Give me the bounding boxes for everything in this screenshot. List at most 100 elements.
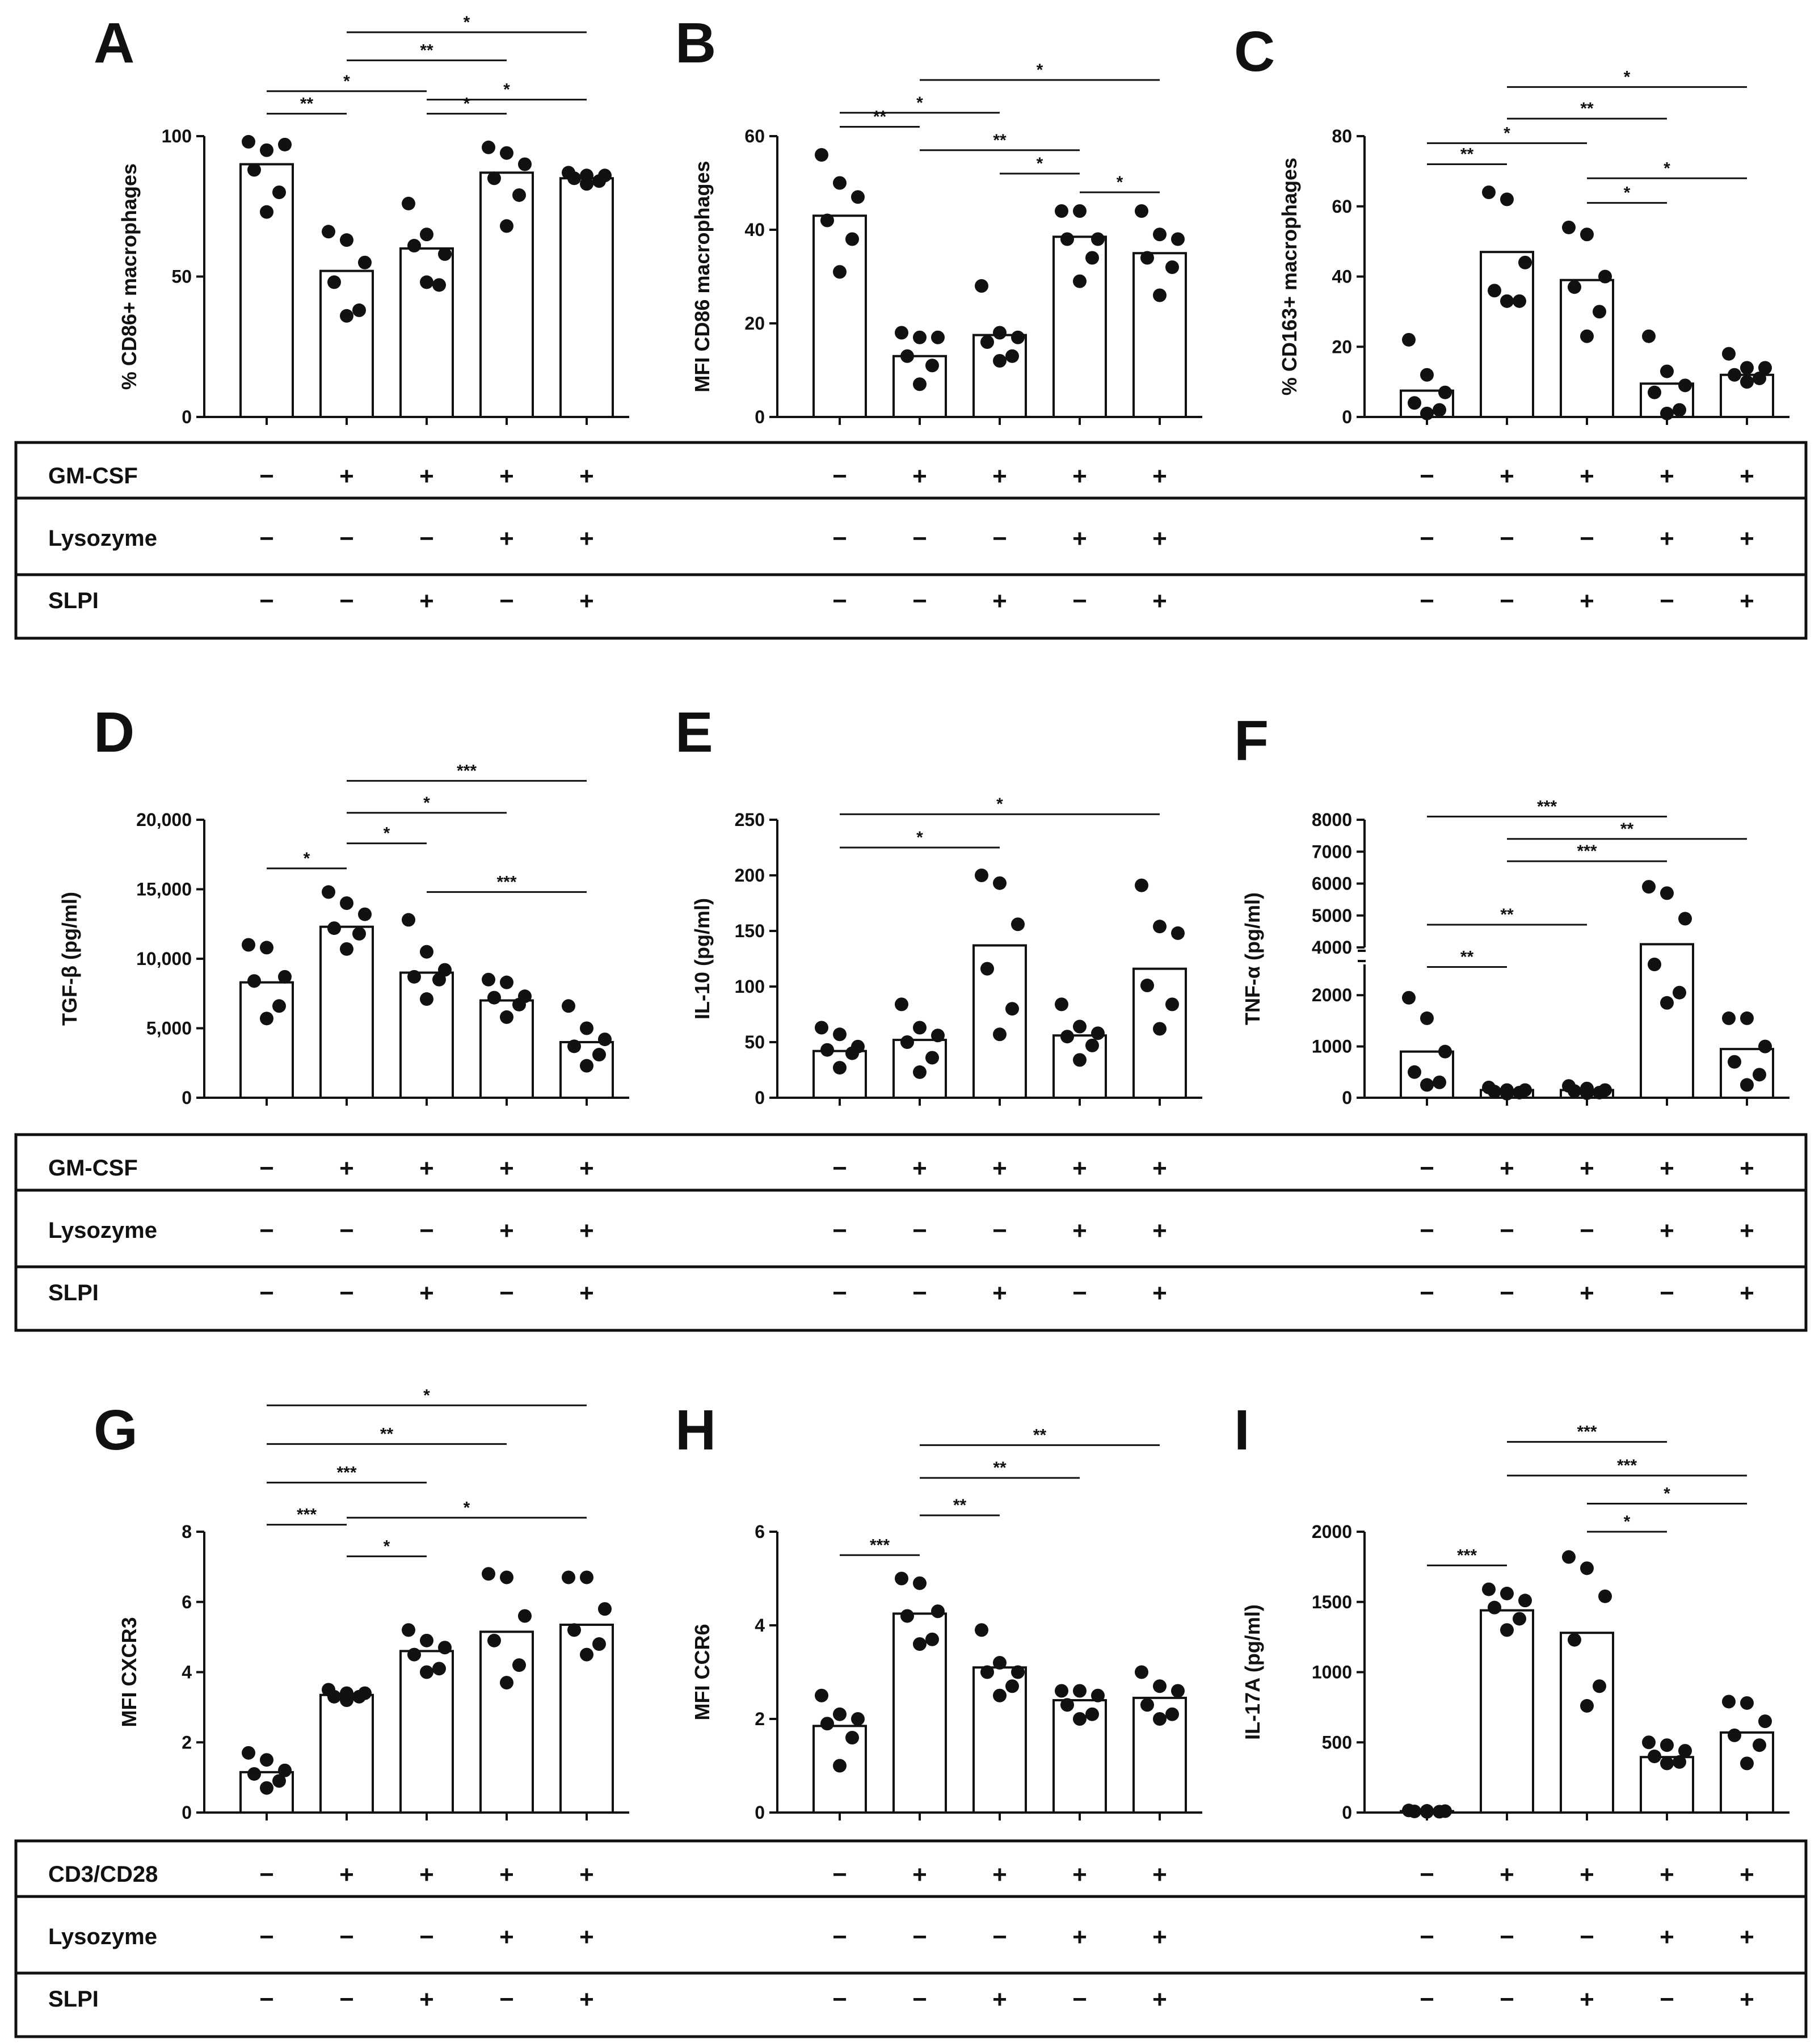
data-point [322, 885, 335, 899]
bar [319, 269, 374, 418]
condition-minus: − [259, 525, 274, 553]
data-point [1005, 1002, 1019, 1016]
bar [399, 971, 454, 1099]
condition-minus: − [992, 1923, 1007, 1951]
data-point [925, 1051, 939, 1065]
significance-label: ** [300, 94, 314, 113]
data-point [895, 1571, 908, 1586]
y-tick-label: 50 [171, 267, 192, 287]
data-point [975, 869, 988, 882]
significance-label: * [1117, 173, 1123, 192]
data-point [1753, 1738, 1766, 1752]
data-point [1500, 1586, 1514, 1600]
data-point [1488, 284, 1501, 298]
condition-plus: + [1660, 525, 1674, 553]
significance-label: ** [1500, 905, 1514, 924]
condition-minus: − [419, 525, 434, 553]
data-point [1722, 1011, 1736, 1025]
condition-minus: − [259, 1279, 274, 1307]
data-point [975, 1623, 988, 1637]
condition-plus: + [419, 1279, 434, 1307]
data-point [340, 309, 353, 323]
data-point [931, 1604, 945, 1619]
condition-minus: − [499, 1279, 514, 1307]
data-point [1055, 1684, 1068, 1698]
y-tick-label: 1500 [1312, 1592, 1352, 1612]
data-point [1408, 396, 1421, 410]
significance-label: *** [496, 873, 516, 891]
data-point [1740, 361, 1754, 375]
condition-minus: − [1420, 1279, 1434, 1307]
data-point [1580, 227, 1594, 242]
condition-plus: + [1072, 1861, 1087, 1889]
significance-label: * [464, 94, 470, 113]
data-point [845, 1731, 859, 1744]
data-point [352, 303, 366, 317]
data-point [327, 921, 341, 935]
data-point [407, 970, 421, 984]
data-point [1140, 979, 1154, 993]
condition-minus: − [1500, 587, 1514, 615]
data-point [482, 1567, 495, 1581]
condition-label: Lysozyme [48, 1924, 157, 1949]
data-point [327, 1689, 341, 1704]
significance-label: * [1037, 61, 1043, 79]
data-point [562, 1570, 575, 1584]
data-point [833, 1061, 847, 1075]
y-tick-label: 8000 [1312, 810, 1352, 830]
data-point [278, 137, 292, 151]
data-point [402, 913, 415, 927]
significance-label: *** [336, 1463, 356, 1482]
data-point [1728, 1728, 1741, 1742]
data-point [1060, 1698, 1074, 1712]
significance-label: * [1624, 184, 1631, 203]
condition-minus: − [832, 587, 847, 615]
significance-label: ** [420, 41, 433, 60]
data-point [1513, 1085, 1526, 1099]
y-tick-label: 1000 [1312, 1662, 1352, 1683]
data-point [1091, 1688, 1105, 1702]
bar [559, 177, 614, 418]
condition-table: GM-CSF − + + + + − + + + + − + + + + Lysozyme − − − + + − − − + + −… [14, 441, 1808, 640]
data-point [1562, 1550, 1576, 1564]
y-tick-label: 4 [755, 1615, 765, 1636]
condition-plus: + [419, 1861, 434, 1889]
data-point [482, 140, 495, 154]
condition-minus: − [1420, 1217, 1434, 1245]
data-point [512, 188, 526, 202]
data-point [1593, 1085, 1606, 1099]
data-point [1568, 280, 1581, 294]
bar [972, 334, 1027, 418]
y-tick-label: 500 [1322, 1732, 1352, 1752]
significance-label: * [1504, 124, 1510, 142]
condition-minus: − [1072, 1986, 1087, 2013]
data-point [1740, 1011, 1754, 1025]
data-point [1660, 1738, 1674, 1752]
data-point [1580, 1561, 1594, 1575]
data-point [482, 972, 495, 987]
data-point [438, 1641, 452, 1655]
data-point [598, 1602, 612, 1616]
significance-label: * [343, 72, 350, 91]
data-point [833, 1707, 847, 1721]
data-point [272, 999, 286, 1013]
y-tick-label: 100 [162, 126, 192, 146]
data-point [592, 174, 606, 188]
data-point [1518, 255, 1532, 269]
condition-minus: − [1420, 1154, 1434, 1182]
data-point [358, 255, 372, 269]
data-point [1060, 1030, 1074, 1044]
condition-plus: + [579, 587, 594, 615]
condition-plus: + [1152, 1217, 1167, 1245]
data-point [487, 171, 501, 186]
condition-plus: + [912, 462, 927, 490]
condition-minus: − [1420, 462, 1434, 490]
data-point [1758, 361, 1772, 375]
data-point [432, 278, 446, 292]
significance-label: ** [953, 1496, 967, 1515]
data-point [1085, 1038, 1099, 1052]
data-point [1642, 329, 1656, 343]
condition-plus: + [499, 525, 514, 553]
data-point [1153, 1679, 1167, 1693]
